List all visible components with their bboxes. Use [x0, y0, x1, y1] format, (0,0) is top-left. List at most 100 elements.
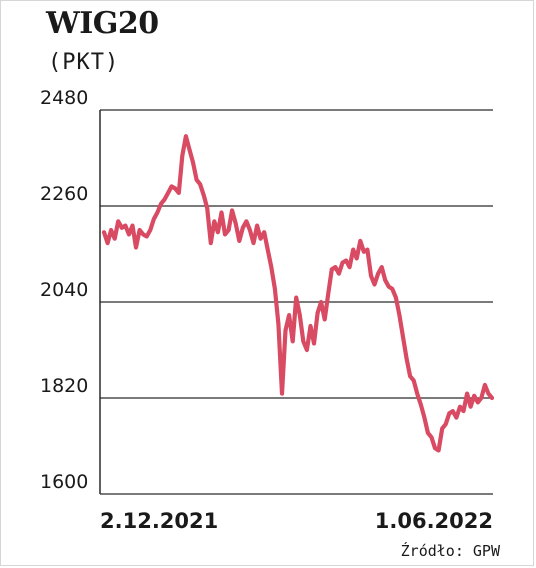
source-note: Źródło: GPW [400, 542, 500, 560]
data-point [177, 191, 180, 195]
data-point [490, 396, 494, 400]
data-point [401, 335, 405, 339]
data-point [149, 228, 152, 232]
data-point [280, 392, 284, 395]
data-point [181, 154, 184, 157]
data-point [465, 392, 469, 395]
data-point [323, 318, 326, 321]
data-point [166, 191, 170, 195]
data-point [223, 233, 227, 236]
data-point [380, 265, 383, 269]
data-point [106, 241, 109, 245]
data-point [134, 246, 138, 249]
data-point [163, 198, 166, 201]
data-points [102, 135, 494, 452]
data-point [220, 211, 223, 214]
data-point [373, 283, 376, 286]
data-point [487, 392, 490, 395]
data-point [216, 231, 220, 234]
data-point [441, 427, 444, 430]
data-point [270, 265, 273, 269]
data-point [174, 187, 177, 190]
data-point [113, 237, 116, 240]
data-point [455, 416, 458, 419]
data-point [444, 423, 447, 426]
data-point [248, 228, 252, 232]
data-point [124, 224, 127, 227]
data-point [230, 209, 234, 212]
data-point [433, 447, 437, 450]
data-point [302, 340, 305, 343]
data-point [344, 259, 348, 262]
data-point [348, 265, 351, 269]
data-point [109, 228, 113, 232]
data-point [391, 287, 394, 291]
data-point [145, 235, 148, 238]
data-point [416, 392, 419, 395]
data-point [327, 292, 330, 295]
y-tick-label: 2260 [40, 183, 88, 205]
data-point [330, 268, 333, 271]
data-point [184, 135, 188, 138]
data-point [131, 224, 134, 227]
data-point [355, 257, 358, 260]
data-point [227, 228, 230, 232]
data-point [263, 231, 266, 234]
data-point [480, 396, 483, 400]
data-point [120, 226, 124, 229]
data-point [252, 241, 255, 245]
data-point [273, 287, 277, 291]
data-point [462, 409, 465, 413]
data-point [376, 272, 380, 275]
data-point [287, 313, 291, 317]
data-point [309, 324, 312, 328]
data-point [142, 233, 145, 236]
data-point [291, 340, 294, 343]
data-point [241, 226, 244, 229]
data-point [319, 300, 323, 304]
data-point [127, 233, 131, 236]
data-point [209, 241, 212, 245]
data-point [384, 279, 387, 282]
data-point [255, 224, 259, 227]
data-point [316, 311, 319, 315]
data-point [369, 274, 373, 277]
data-point [423, 416, 426, 419]
data-point [138, 228, 141, 232]
y-tick-label: 1600 [40, 471, 88, 493]
data-point [191, 161, 195, 164]
y-tick-label: 2040 [40, 279, 88, 301]
data-point [419, 403, 422, 406]
data-point [277, 322, 280, 325]
data-point [352, 248, 355, 251]
data-point [451, 409, 454, 413]
data-point [188, 148, 191, 151]
data-point [298, 313, 301, 317]
data-point [195, 178, 198, 181]
data-point [408, 375, 412, 378]
data-point [245, 220, 248, 223]
data-point [198, 183, 202, 186]
data-point [159, 202, 163, 205]
data-point [238, 239, 241, 243]
data-point [259, 237, 262, 240]
data-point [213, 220, 216, 223]
data-point [469, 405, 472, 408]
data-point [295, 296, 298, 299]
unit-label: (PKT) [48, 50, 120, 75]
data-point [366, 248, 369, 251]
data-point [359, 239, 362, 243]
data-point [102, 231, 106, 234]
data-point [312, 342, 316, 345]
data-point [426, 431, 430, 435]
data-point [398, 313, 401, 317]
series-line [101, 134, 495, 453]
data-point [206, 207, 209, 210]
x-tick-label: 2.12.2021 [100, 509, 218, 533]
x-tick-label: 1.06.2022 [375, 509, 493, 533]
data-point [117, 220, 120, 223]
data-point [458, 405, 462, 408]
data-point [394, 296, 398, 299]
